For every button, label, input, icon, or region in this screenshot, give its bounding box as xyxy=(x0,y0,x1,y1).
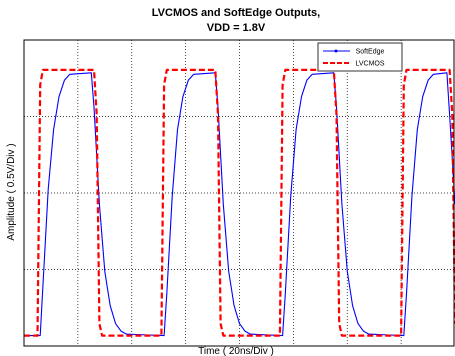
chart-title-line-2: VDD = 1.8V xyxy=(207,22,266,34)
plot-grid xyxy=(24,40,455,346)
series-line-lvcmos xyxy=(24,68,455,337)
legend-box xyxy=(317,42,403,72)
legend-label-softedge: SoftEdge xyxy=(356,49,385,56)
legend-marker-softedge xyxy=(334,49,338,53)
plot-series-layer xyxy=(24,68,455,337)
chart-title-line-1: LVCMOS and SoftEdge Outputs, xyxy=(152,7,320,19)
legend-label-lvcmos: LVCMOS xyxy=(355,61,384,68)
y-axis-label: Amplitude ( 0.5V/Div ) xyxy=(6,143,17,240)
x-axis-label: Time ( 20ns/Div ) xyxy=(198,346,274,356)
legend: SoftEdge LVCMOS xyxy=(317,42,403,72)
plot-frame xyxy=(23,39,455,347)
